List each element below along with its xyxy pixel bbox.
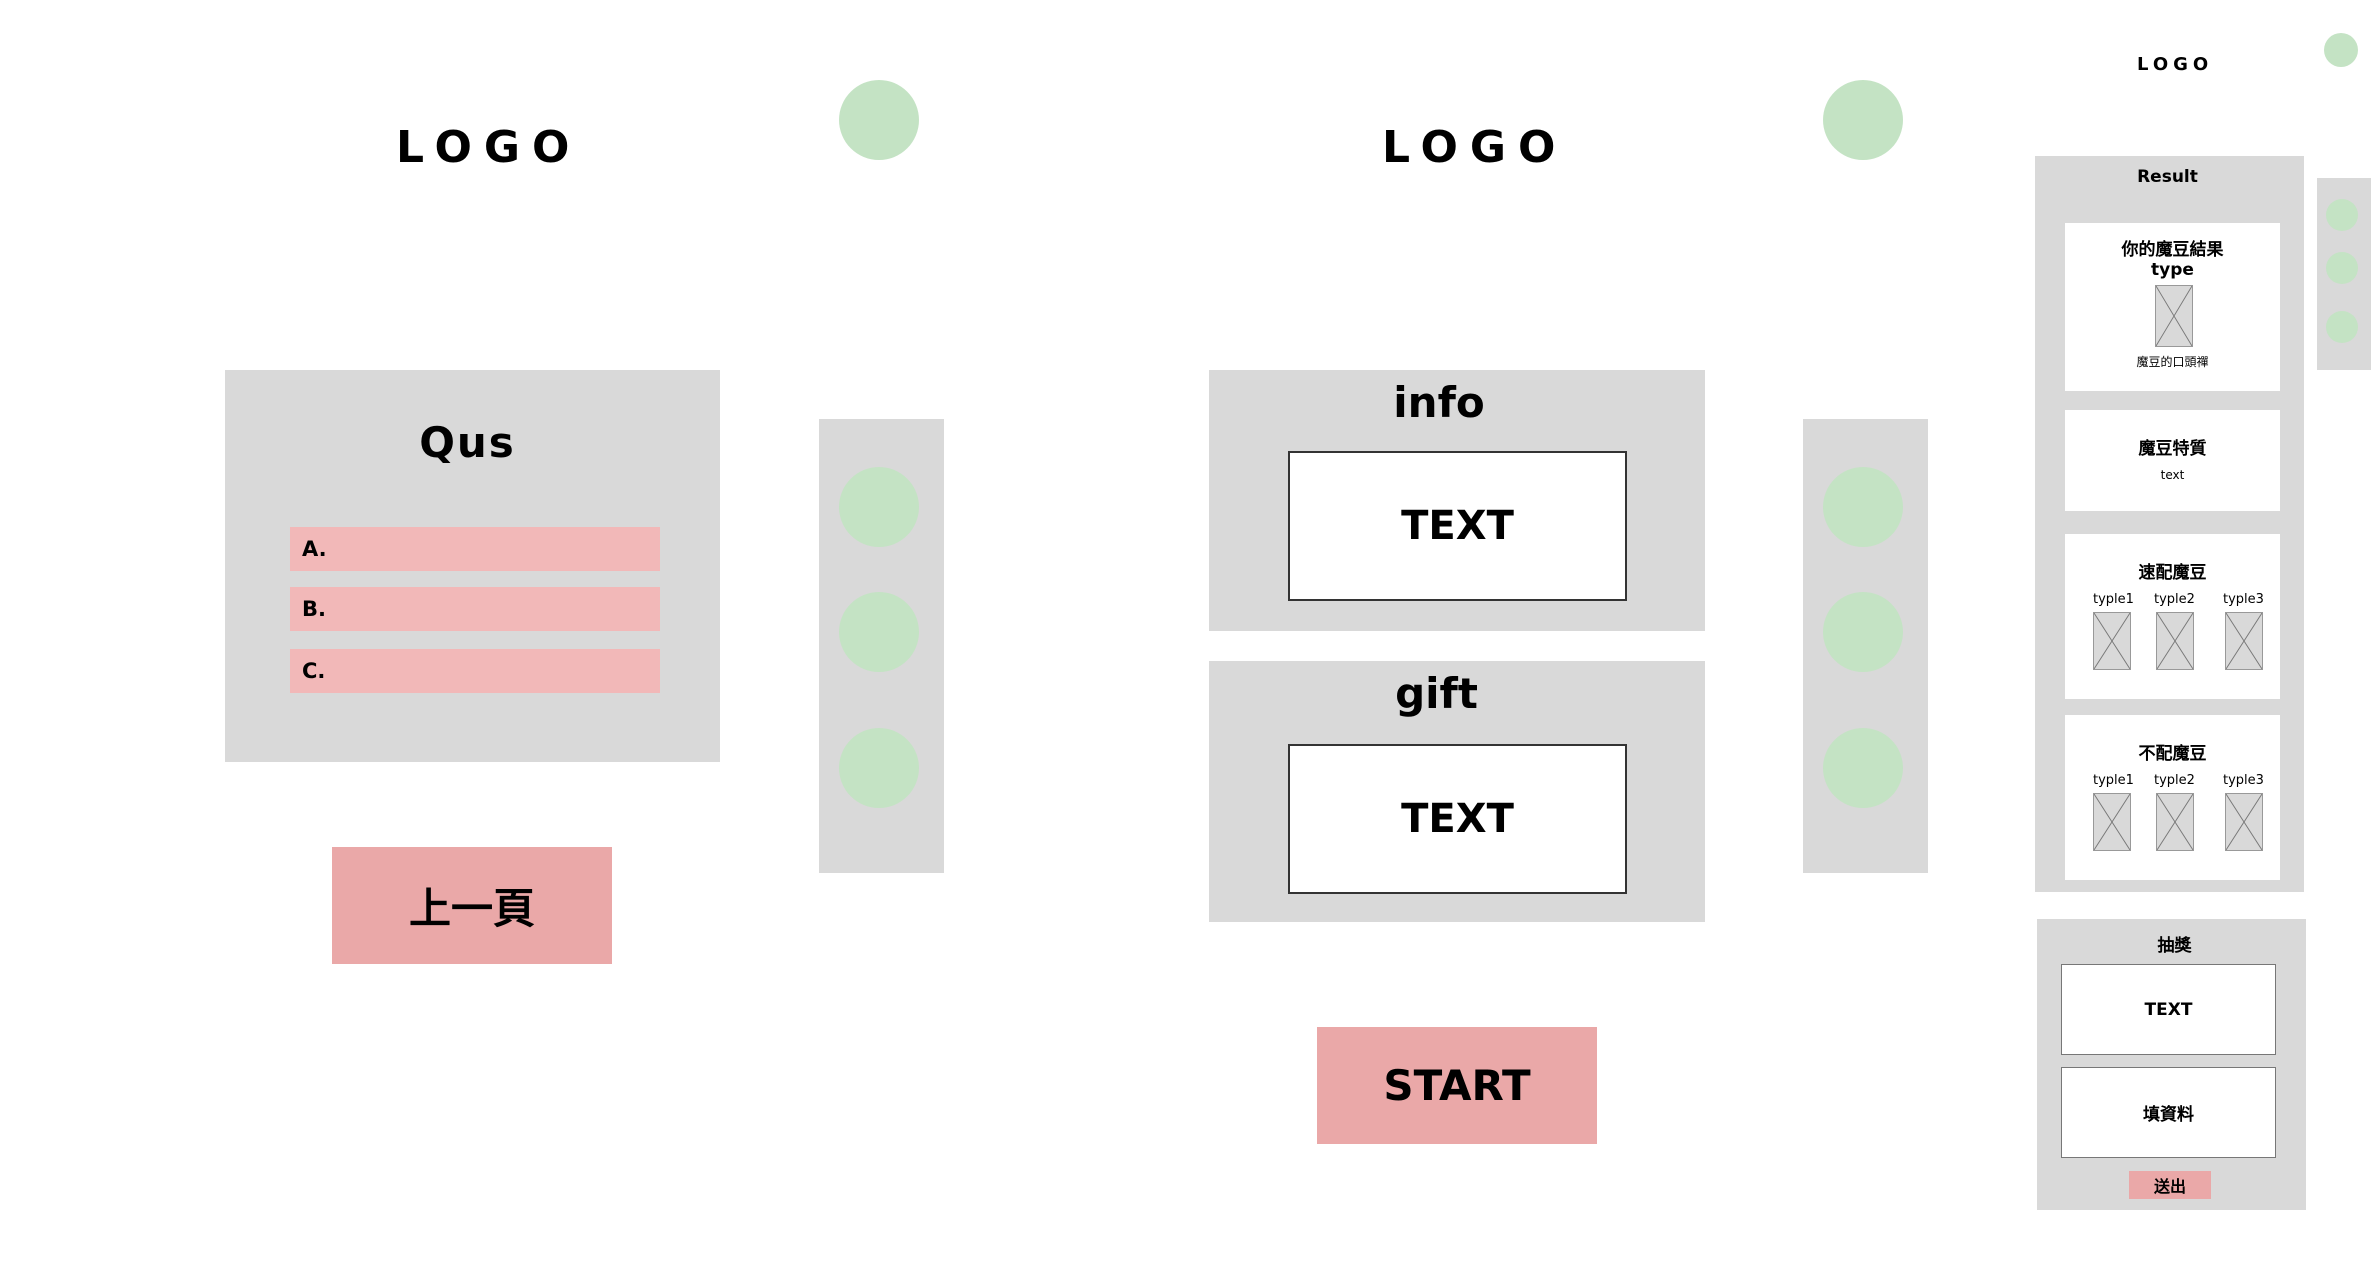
option-b-label: B. — [302, 597, 326, 621]
result-image-placeholder — [2155, 285, 2193, 347]
screen2-side-nav — [1803, 419, 1928, 873]
option-c-label: C. — [302, 659, 326, 683]
info-text-box: TEXT — [1288, 451, 1627, 601]
trait-card-text: text — [2160, 468, 2185, 482]
mismatch-type-2-label: typle2 — [2154, 773, 2195, 788]
screen3-logo: LOGO — [2137, 54, 2214, 75]
result-card: 你的魔豆結果 type 魔豆的口頭禪 — [2065, 223, 2280, 391]
screen1-logo: LOGO — [396, 122, 582, 173]
nav-dot-3[interactable] — [2326, 311, 2358, 343]
menu-circle-button[interactable] — [1823, 80, 1903, 160]
gift-panel: gift TEXT — [1209, 661, 1705, 922]
screen2-logo: LOGO — [1382, 122, 1568, 173]
prev-page-button[interactable]: 上一頁 — [332, 847, 612, 964]
match-type-1-label: typle1 — [2093, 592, 2134, 607]
info-panel: info TEXT — [1209, 370, 1705, 631]
fill-info-label: 填資料 — [2143, 1105, 2194, 1125]
question-panel: Qus A. B. C. — [225, 370, 720, 762]
mismatch-type-1-label: typle1 — [2093, 773, 2134, 788]
screen3-side-nav — [2317, 178, 2371, 370]
mismatch-card-title: 不配魔豆 — [2138, 744, 2207, 764]
match-image-1-placeholder — [2093, 612, 2131, 670]
nav-dot-3[interactable] — [1823, 728, 1903, 808]
fill-info-box[interactable]: 填資料 — [2061, 1067, 2276, 1158]
nav-dot-2[interactable] — [839, 592, 919, 672]
nav-dot-1[interactable] — [1823, 467, 1903, 547]
mismatch-image-1-placeholder — [2093, 793, 2131, 851]
option-a[interactable]: A. — [290, 527, 660, 571]
option-c[interactable]: C. — [290, 649, 660, 693]
result-card-caption: 魔豆的口頭禪 — [2136, 355, 2209, 369]
match-image-2-placeholder — [2156, 612, 2194, 670]
nav-dot-2[interactable] — [1823, 592, 1903, 672]
match-image-3-placeholder — [2225, 612, 2263, 670]
lottery-text: TEXT — [2144, 999, 2193, 1020]
nav-dot-3[interactable] — [839, 728, 919, 808]
trait-card-title: 魔豆特質 — [2138, 439, 2207, 459]
mismatch-image-3-placeholder — [2225, 793, 2263, 851]
trait-card: 魔豆特質 text — [2065, 410, 2280, 511]
start-button[interactable]: START — [1317, 1027, 1597, 1144]
result-card-type: type — [2151, 260, 2194, 280]
mismatch-type-3-label: typle3 — [2223, 773, 2264, 788]
menu-circle-button[interactable] — [839, 80, 919, 160]
option-b[interactable]: B. — [290, 587, 660, 631]
match-card-title: 速配魔豆 — [2138, 563, 2207, 583]
submit-button[interactable]: 送出 — [2129, 1171, 2211, 1199]
info-title: info — [1393, 378, 1485, 427]
question-title: Qus — [419, 418, 516, 467]
match-type-3-label: typle3 — [2223, 592, 2264, 607]
result-card-title: 你的魔豆結果 — [2121, 240, 2224, 260]
result-panel: Result 你的魔豆結果 type 魔豆的口頭禪 魔豆特質 text 速配魔豆… — [2035, 156, 2304, 892]
lottery-panel: 抽獎 TEXT 填資料 送出 — [2037, 919, 2306, 1210]
match-card: 速配魔豆 typle1 typle2 typle3 — [2065, 534, 2280, 699]
nav-dot-1[interactable] — [2326, 199, 2358, 231]
mismatch-card: 不配魔豆 typle1 typle2 typle3 — [2065, 715, 2280, 880]
gift-title: gift — [1395, 669, 1478, 718]
nav-dot-1[interactable] — [839, 467, 919, 547]
option-a-label: A. — [302, 537, 327, 561]
screen1-side-nav — [819, 419, 944, 873]
mismatch-image-2-placeholder — [2156, 793, 2194, 851]
lottery-title: 抽獎 — [2157, 936, 2192, 956]
menu-circle-button[interactable] — [2324, 33, 2358, 67]
match-type-2-label: typle2 — [2154, 592, 2195, 607]
lottery-text-box: TEXT — [2061, 964, 2276, 1055]
nav-dot-2[interactable] — [2326, 252, 2358, 284]
gift-text-box: TEXT — [1288, 744, 1627, 894]
result-title: Result — [2137, 167, 2198, 187]
